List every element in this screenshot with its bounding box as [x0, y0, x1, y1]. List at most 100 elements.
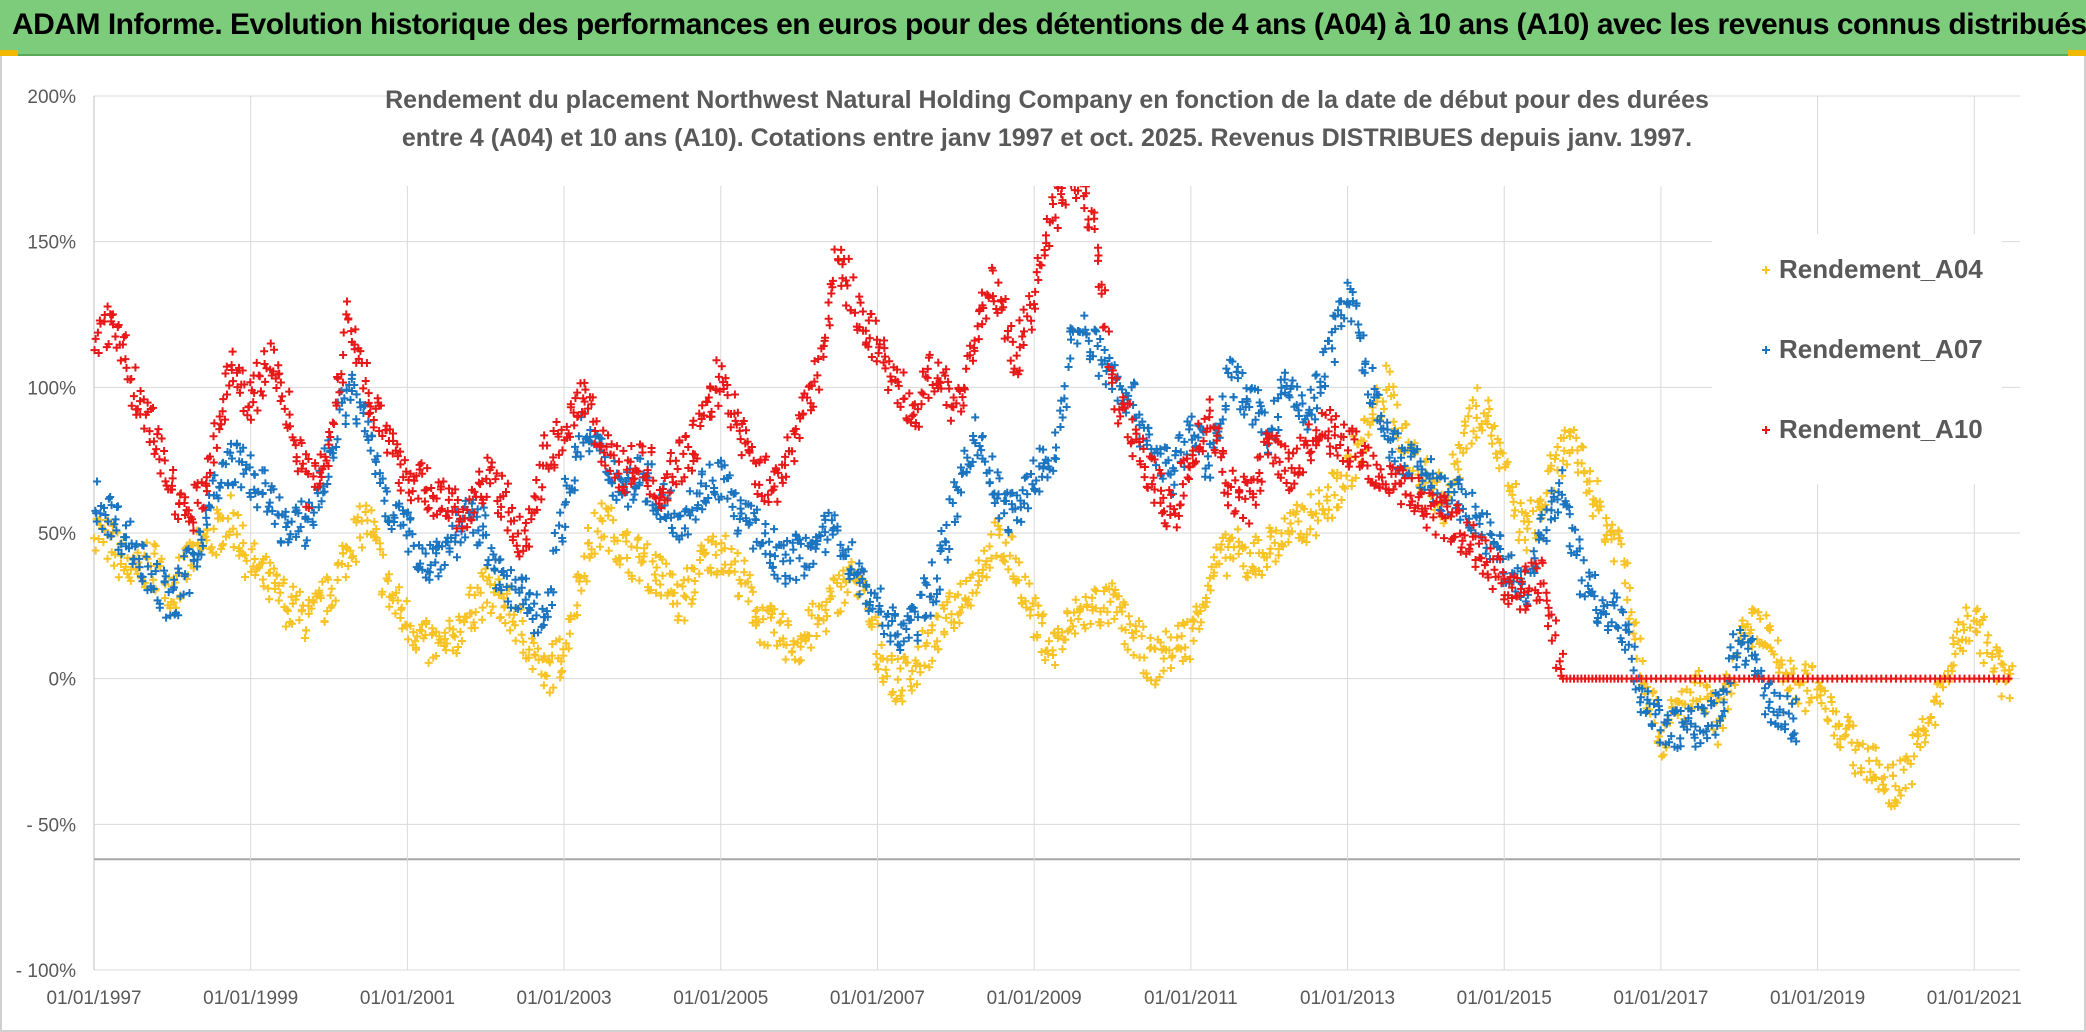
data-point: [223, 390, 232, 399]
data-point: [335, 388, 344, 397]
data-point: [757, 492, 766, 501]
data-point: [487, 544, 496, 553]
data-point: [1729, 630, 1738, 639]
data-point: [1681, 700, 1690, 709]
data-point: [1094, 251, 1103, 260]
data-point: [111, 332, 120, 341]
data-point: [1114, 419, 1123, 428]
data-point: [833, 578, 842, 587]
data-point: [1610, 601, 1619, 610]
data-point: [1921, 738, 1930, 747]
data-point: [1266, 544, 1275, 553]
data-point: [786, 556, 795, 565]
data-point: [1152, 461, 1161, 470]
data-point: [1659, 750, 1668, 759]
data-point: [789, 637, 798, 646]
data-point: [139, 541, 148, 550]
data-point: [470, 508, 479, 517]
data-point: [671, 456, 680, 465]
data-point: [943, 555, 952, 564]
data-point: [635, 478, 644, 487]
data-point: [413, 632, 422, 641]
data-point: [1306, 385, 1315, 394]
data-point: [844, 569, 853, 578]
data-point: [410, 476, 419, 485]
data-point: [1558, 466, 1567, 475]
data-point: [1012, 351, 1021, 360]
data-point: [1255, 469, 1264, 478]
data-point: [1351, 452, 1360, 461]
data-point: [946, 416, 955, 425]
data-point: [590, 508, 599, 517]
data-point: [332, 442, 341, 451]
data-point: [483, 598, 492, 607]
data-point: [309, 508, 318, 517]
data-point: [167, 481, 176, 490]
data-point: [539, 620, 548, 629]
chart-subtitle-line-2: entre 4 (A04) et 10 ans (A10). Cotations…: [402, 124, 1692, 152]
data-point: [1130, 380, 1139, 389]
data-point: [321, 452, 330, 461]
data-point: [966, 601, 975, 610]
corner-accent-left: [0, 50, 18, 56]
data-point: [495, 580, 504, 589]
data-point: [1719, 698, 1728, 707]
data-point: [1262, 553, 1271, 562]
data-point: [902, 414, 911, 423]
data-point: [1058, 413, 1067, 422]
data-point: [497, 502, 506, 511]
data-point: [1174, 433, 1183, 442]
data-point: [272, 571, 281, 580]
data-point: [193, 562, 202, 571]
data-point: [261, 377, 270, 386]
data-point: [147, 570, 156, 579]
x-axis: 01/01/1997 01/01/1999 01/01/2001 01/01/2003…: [46, 988, 2021, 1009]
data-point: [783, 433, 792, 442]
data-point: [1275, 457, 1284, 466]
data-point: [266, 558, 275, 567]
data-point: [540, 431, 549, 440]
data-point: [214, 494, 223, 503]
data-point: [227, 454, 236, 463]
data-point: [658, 484, 667, 493]
data-point: [1843, 712, 1852, 721]
data-point: [917, 400, 926, 409]
data-point: [1194, 433, 1203, 442]
data-point: [271, 374, 280, 383]
data-point: [1080, 204, 1089, 213]
data-point: [1397, 500, 1406, 509]
data-point: [1496, 555, 1505, 564]
data-point: [1015, 366, 1024, 375]
data-point: [1567, 548, 1576, 557]
data-point: [267, 371, 276, 380]
data-point: [582, 577, 591, 586]
data-point: [1397, 479, 1406, 488]
data-point: [1713, 740, 1722, 749]
data-point: [1598, 596, 1607, 605]
data-point: [1565, 510, 1574, 519]
data-point: [789, 545, 798, 554]
data-point: [817, 601, 826, 610]
data-point: [274, 596, 283, 605]
data-point: [1413, 501, 1422, 510]
data-point: [751, 612, 760, 621]
data-point: [592, 417, 601, 426]
data-point: [149, 584, 158, 593]
data-point: [1766, 718, 1775, 727]
data-point: [393, 596, 402, 605]
data-point: [828, 530, 837, 539]
data-point: [549, 683, 558, 692]
data-point: [1485, 405, 1494, 414]
data-point: [956, 463, 965, 472]
data-point: [1428, 469, 1437, 478]
data-point: [152, 445, 161, 454]
data-point: [1542, 596, 1551, 605]
data-point: [867, 353, 876, 362]
data-point: [824, 508, 833, 517]
data-point: [100, 503, 109, 512]
data-point: [399, 473, 408, 482]
data-point: [924, 393, 933, 402]
data-point: [830, 511, 839, 520]
data-point: [627, 542, 636, 551]
data-point: [1343, 278, 1352, 287]
